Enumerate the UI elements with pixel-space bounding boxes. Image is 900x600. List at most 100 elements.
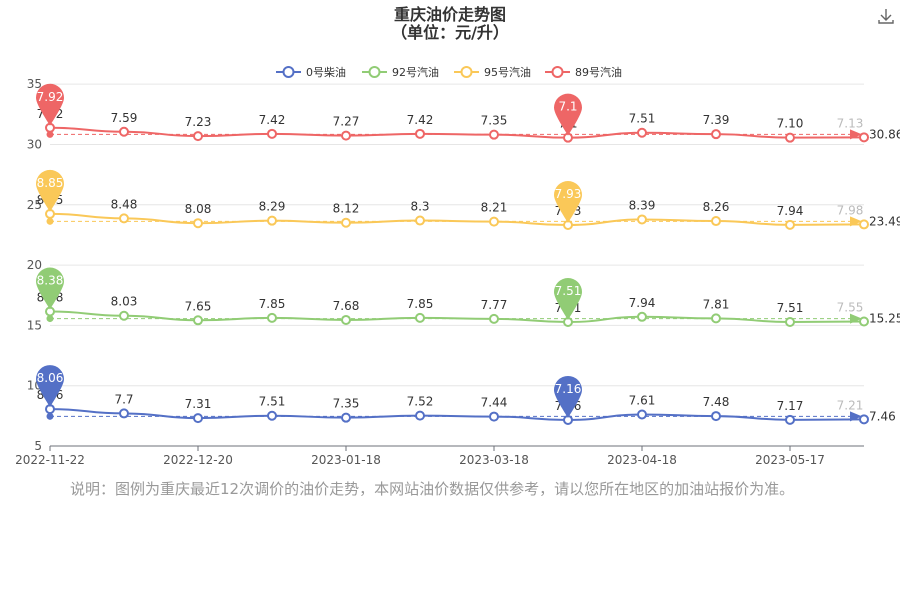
- data-point[interactable]: [267, 215, 277, 226]
- data-label: 8.29: [259, 200, 286, 214]
- data-label: 7.59: [111, 111, 138, 125]
- data-point[interactable]: [711, 313, 721, 324]
- legend-marker: [368, 66, 381, 78]
- min-pin: 7.51: [554, 277, 582, 320]
- x-tick-label: 2023-05-17: [755, 453, 825, 467]
- data-label: 7.55: [837, 301, 864, 315]
- x-tick-label: 2023-03-18: [459, 453, 529, 467]
- average-value-label: 15.25: [869, 312, 900, 326]
- legend-item[interactable]: 89号汽油: [545, 65, 622, 79]
- data-point[interactable]: [193, 315, 203, 326]
- data-point[interactable]: [193, 218, 203, 229]
- data-point[interactable]: [341, 130, 351, 141]
- min-pin-shape: [554, 181, 582, 224]
- data-point[interactable]: [415, 215, 425, 226]
- min-pin: 7.16: [554, 375, 582, 418]
- series-layer: 7.46 8.06 7.7 7.31 7.51 7.35 7.52 7.44 7.16 7.61 7…: [36, 83, 900, 425]
- data-point[interactable]: [341, 314, 351, 325]
- data-point[interactable]: [489, 313, 499, 324]
- data-point[interactable]: [193, 413, 203, 424]
- max-pin: 8.06: [36, 365, 64, 408]
- data-label: 8.39: [629, 198, 656, 212]
- average-value-label: 23.49: [869, 214, 900, 228]
- data-label: 7.42: [259, 113, 286, 127]
- chart-subtitle: （单位：元/升）: [391, 23, 509, 42]
- max-pin: 8.38: [36, 267, 64, 310]
- data-point[interactable]: [711, 411, 721, 422]
- data-point[interactable]: [119, 126, 129, 137]
- download-icon[interactable]: [876, 6, 896, 26]
- data-point[interactable]: [785, 414, 795, 425]
- data-point[interactable]: [711, 216, 721, 227]
- legend-item[interactable]: 92号汽油: [362, 65, 439, 79]
- data-point[interactable]: [637, 214, 647, 225]
- min-pin-shape: [554, 375, 582, 418]
- data-point[interactable]: [637, 127, 647, 138]
- data-point[interactable]: [785, 316, 795, 327]
- data-point[interactable]: [489, 216, 499, 227]
- data-label: 8.08: [185, 202, 212, 216]
- min-pin: 7.93: [554, 181, 582, 224]
- data-point[interactable]: [637, 311, 647, 322]
- max-pin: 7.92: [36, 83, 64, 126]
- data-point[interactable]: [489, 129, 499, 140]
- legend-label: 89号汽油: [575, 65, 622, 79]
- data-point[interactable]: [711, 129, 721, 140]
- data-point[interactable]: [859, 414, 869, 425]
- data-point[interactable]: [119, 408, 129, 419]
- data-label: 7.35: [333, 397, 360, 411]
- series-line: [49, 126, 865, 139]
- legend-marker: [282, 66, 295, 78]
- data-point[interactable]: [785, 132, 795, 143]
- series-1: 15.25 8.38 8.03 7.65 7.85 7.68 7.85 7.77 7.51 7.9…: [36, 267, 900, 327]
- data-label: 7.10: [777, 117, 804, 131]
- data-point[interactable]: [267, 410, 277, 421]
- data-point[interactable]: [193, 131, 203, 142]
- data-point[interactable]: [859, 132, 869, 143]
- max-pin-label: 8.38: [37, 274, 64, 288]
- data-label: 7.98: [837, 203, 864, 217]
- data-point[interactable]: [415, 410, 425, 421]
- x-tick-label: 2022-11-22: [15, 453, 85, 467]
- average-start-dot: [46, 130, 54, 138]
- legend-item[interactable]: 0号柴油: [276, 65, 346, 79]
- data-label: 7.51: [629, 112, 656, 126]
- data-label: 8.3: [410, 200, 429, 214]
- legend-item[interactable]: 95号汽油: [454, 65, 531, 79]
- data-point[interactable]: [267, 128, 277, 139]
- min-pin-label: 7.16: [555, 382, 582, 396]
- data-label: 7.94: [777, 204, 804, 218]
- data-label: 7.31: [185, 397, 212, 411]
- data-label: 7.27: [333, 115, 360, 129]
- chart-title: 重庆油价走势图: [394, 5, 506, 24]
- data-point[interactable]: [119, 310, 129, 321]
- data-label: 8.26: [703, 200, 730, 214]
- average-value-label: 30.86: [869, 127, 900, 141]
- data-point[interactable]: [489, 411, 499, 422]
- chart-note: 说明：图例为重庆最近12次调价的油价走势，本网站油价数据仅供参考，请以您所在地区…: [70, 480, 795, 498]
- series-2: 23.49 8.85 8.48 8.08 8.29 8.12 8.3 8.21 7.93 8.39…: [36, 169, 900, 231]
- max-pin-label: 8.06: [37, 371, 64, 385]
- data-label: 7.44: [481, 396, 508, 410]
- data-point[interactable]: [415, 128, 425, 139]
- max-pin-shape: [36, 169, 64, 212]
- data-point[interactable]: [341, 412, 351, 423]
- series-0: 7.46 8.06 7.7 7.31 7.51 7.35 7.52 7.44 7.16 7.61 7…: [36, 365, 896, 425]
- data-point[interactable]: [341, 217, 351, 228]
- x-tick-label: 2023-01-18: [311, 453, 381, 467]
- average-arrow: [850, 411, 862, 422]
- y-tick-label: 30: [27, 137, 42, 151]
- max-pin-shape: [36, 365, 64, 408]
- data-point[interactable]: [785, 219, 795, 230]
- data-point[interactable]: [415, 312, 425, 323]
- data-label: 7.51: [777, 301, 804, 315]
- data-point[interactable]: [119, 213, 129, 224]
- data-point[interactable]: [859, 316, 869, 327]
- data-label: 8.48: [111, 197, 138, 211]
- data-point[interactable]: [637, 409, 647, 420]
- axes: 2022-11-22 2022-12-20 2023-01-18 2023-03-18…: [15, 445, 864, 467]
- legend[interactable]: 0号柴油 92号汽油 95号汽油 89号汽油: [276, 65, 622, 79]
- data-point[interactable]: [267, 312, 277, 323]
- data-point[interactable]: [859, 219, 869, 230]
- data-label: 7.61: [629, 394, 656, 408]
